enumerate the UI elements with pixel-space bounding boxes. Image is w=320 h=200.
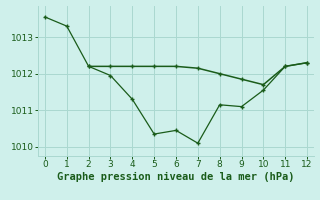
X-axis label: Graphe pression niveau de la mer (hPa): Graphe pression niveau de la mer (hPa) xyxy=(57,172,295,182)
